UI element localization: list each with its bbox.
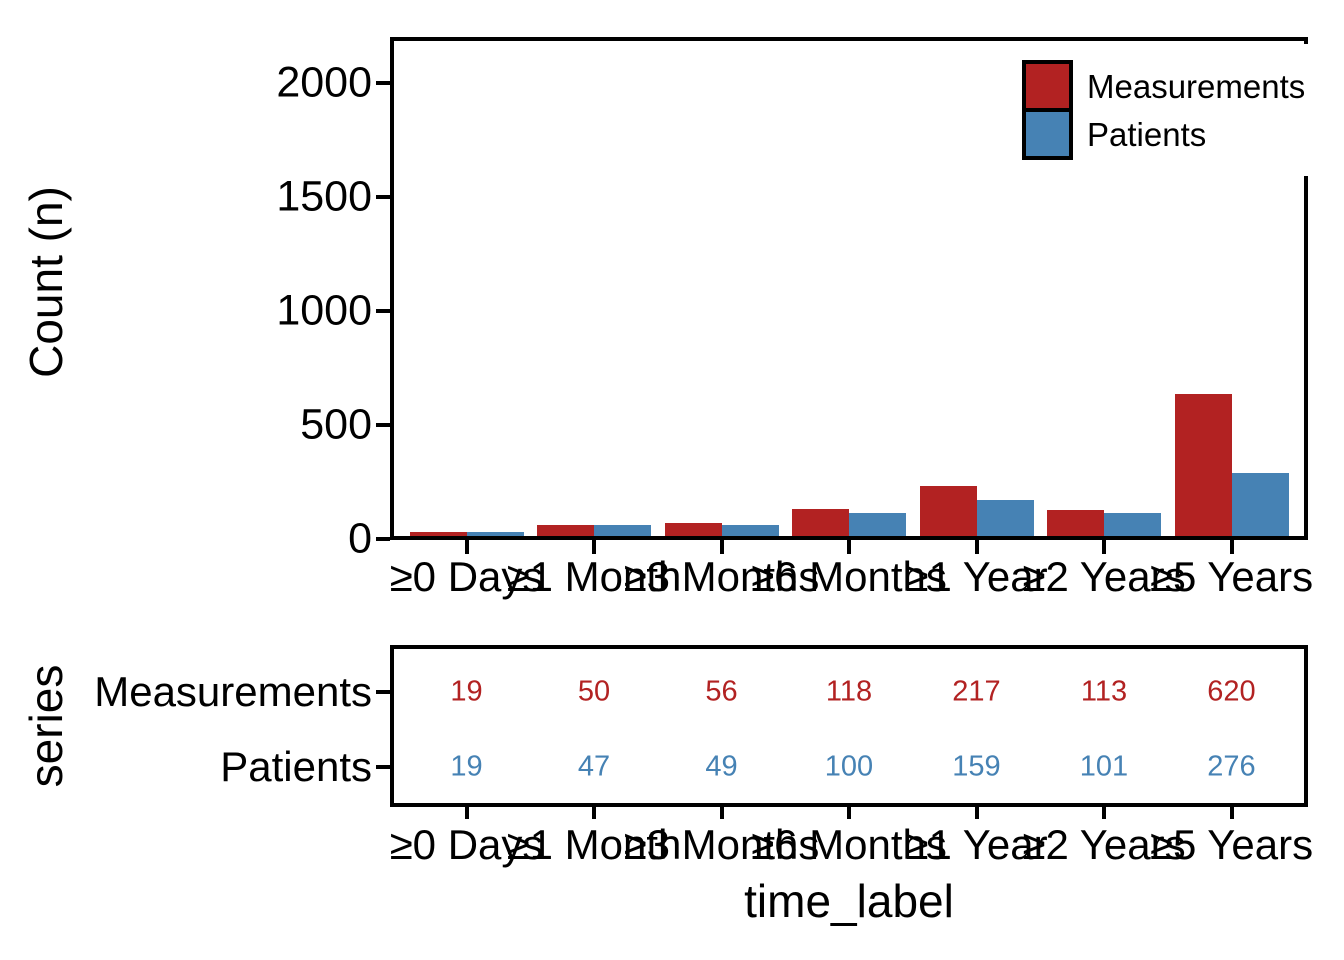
x-tick-label-chart-0: ≥0 Days — [389, 553, 544, 600]
bar-measurements-3 — [792, 509, 849, 536]
bar-patients-4 — [976, 500, 1034, 536]
table-panel — [390, 645, 1308, 807]
x-tick — [464, 805, 469, 819]
x-tick — [974, 540, 979, 554]
row-tick — [376, 765, 390, 769]
bar-measurements-5 — [1047, 510, 1104, 536]
x-tick-label-table-0: ≥0 Days — [389, 821, 544, 868]
bar-patients-5 — [1104, 513, 1161, 536]
row-label-measurements: Measurements — [94, 668, 372, 715]
x-axis-title: time_label — [744, 875, 954, 927]
table-value-measurements-6: 620 — [1207, 675, 1256, 708]
y-tick — [376, 80, 390, 85]
y-tick-label: 0 — [348, 514, 372, 563]
bar-patients-6 — [1231, 473, 1289, 536]
legend-label-patients: Patients — [1087, 115, 1207, 153]
legend-row-measurements: Measurements — [1022, 60, 1338, 112]
y-axis-title: Count (n) — [20, 186, 72, 378]
bar-measurements-2 — [664, 523, 722, 536]
bar-patients-2 — [721, 525, 779, 536]
x-tick-label-chart-5: ≥2 Years — [1022, 553, 1186, 600]
legend-row-patients: Patients — [1022, 108, 1338, 160]
x-tick-label-table-5: ≥2 Years — [1022, 821, 1186, 868]
table-value-patients-0: 19 — [450, 750, 483, 783]
bar-measurements-6 — [1174, 394, 1232, 536]
bar-patients-0 — [466, 532, 524, 536]
table-value-measurements-2: 56 — [705, 675, 738, 708]
table-value-measurements-4: 217 — [952, 675, 1001, 708]
x-tick — [1102, 805, 1106, 819]
legend-label-measurements: Measurements — [1087, 67, 1306, 105]
x-tick — [974, 805, 979, 819]
x-tick-label-chart-2: ≥3 Months — [623, 553, 820, 600]
x-tick-label-table-4: ≥1 Year — [905, 821, 1048, 868]
y-tick — [376, 194, 390, 199]
bar-measurements-1 — [537, 525, 594, 536]
x-tick — [592, 540, 596, 554]
x-tick — [719, 540, 724, 554]
x-tick-label-chart-6: ≥5 Years — [1149, 553, 1314, 600]
legend: Measurements Patients — [1008, 44, 1338, 176]
x-tick — [464, 540, 469, 554]
y-tick — [376, 422, 390, 427]
table-value-patients-6: 276 — [1207, 750, 1256, 783]
x-tick-label-chart-1: ≥1 Month — [506, 553, 682, 600]
x-tick-label-table-2: ≥3 Months — [623, 821, 820, 868]
table-value-measurements-5: 113 — [1080, 675, 1128, 708]
table-value-measurements-0: 19 — [450, 675, 483, 708]
x-tick — [1229, 540, 1234, 554]
bars-area — [394, 41, 1304, 536]
y-tick — [376, 537, 390, 541]
table-value-measurements-3: 118 — [825, 675, 873, 708]
table-value-measurements-1: 50 — [577, 675, 611, 708]
x-tick — [1102, 540, 1106, 554]
bar-patients-3 — [849, 513, 906, 536]
x-tick — [719, 805, 724, 819]
x-tick-label-chart-3: ≥6 Months — [751, 553, 947, 600]
x-tick-label-chart-4: ≥1 Year — [905, 553, 1048, 600]
y-tick-label: 1000 — [276, 286, 372, 335]
x-tick-label-table-6: ≥5 Years — [1149, 821, 1314, 868]
y-tick — [376, 308, 390, 313]
bar-measurements-0 — [409, 532, 467, 536]
table-value-patients-2: 49 — [705, 750, 738, 783]
table-value-patients-3: 100 — [824, 750, 874, 783]
x-tick — [847, 540, 851, 554]
legend-swatch-patients — [1022, 108, 1073, 160]
row-label-patients: Patients — [220, 743, 372, 790]
row-tick — [376, 690, 390, 694]
y-tick-label: 500 — [300, 400, 372, 449]
x-tick — [1229, 805, 1234, 819]
x-tick — [592, 805, 596, 819]
y-tick-label: 2000 — [276, 58, 372, 106]
x-tick-label-table-1: ≥1 Month — [506, 821, 682, 868]
table-value-patients-5: 101 — [1079, 750, 1129, 783]
x-tick — [847, 805, 851, 819]
legend-swatch-measurements — [1022, 60, 1073, 112]
table-value-patients-4: 159 — [952, 750, 1001, 783]
series-axis-title: series — [20, 664, 72, 788]
table-value-patients-1: 47 — [577, 750, 611, 783]
bar-measurements-4 — [919, 486, 977, 536]
bar-patients-1 — [594, 525, 651, 536]
y-tick-label: 1500 — [276, 172, 372, 221]
x-tick-label-table-3: ≥6 Months — [751, 821, 947, 868]
